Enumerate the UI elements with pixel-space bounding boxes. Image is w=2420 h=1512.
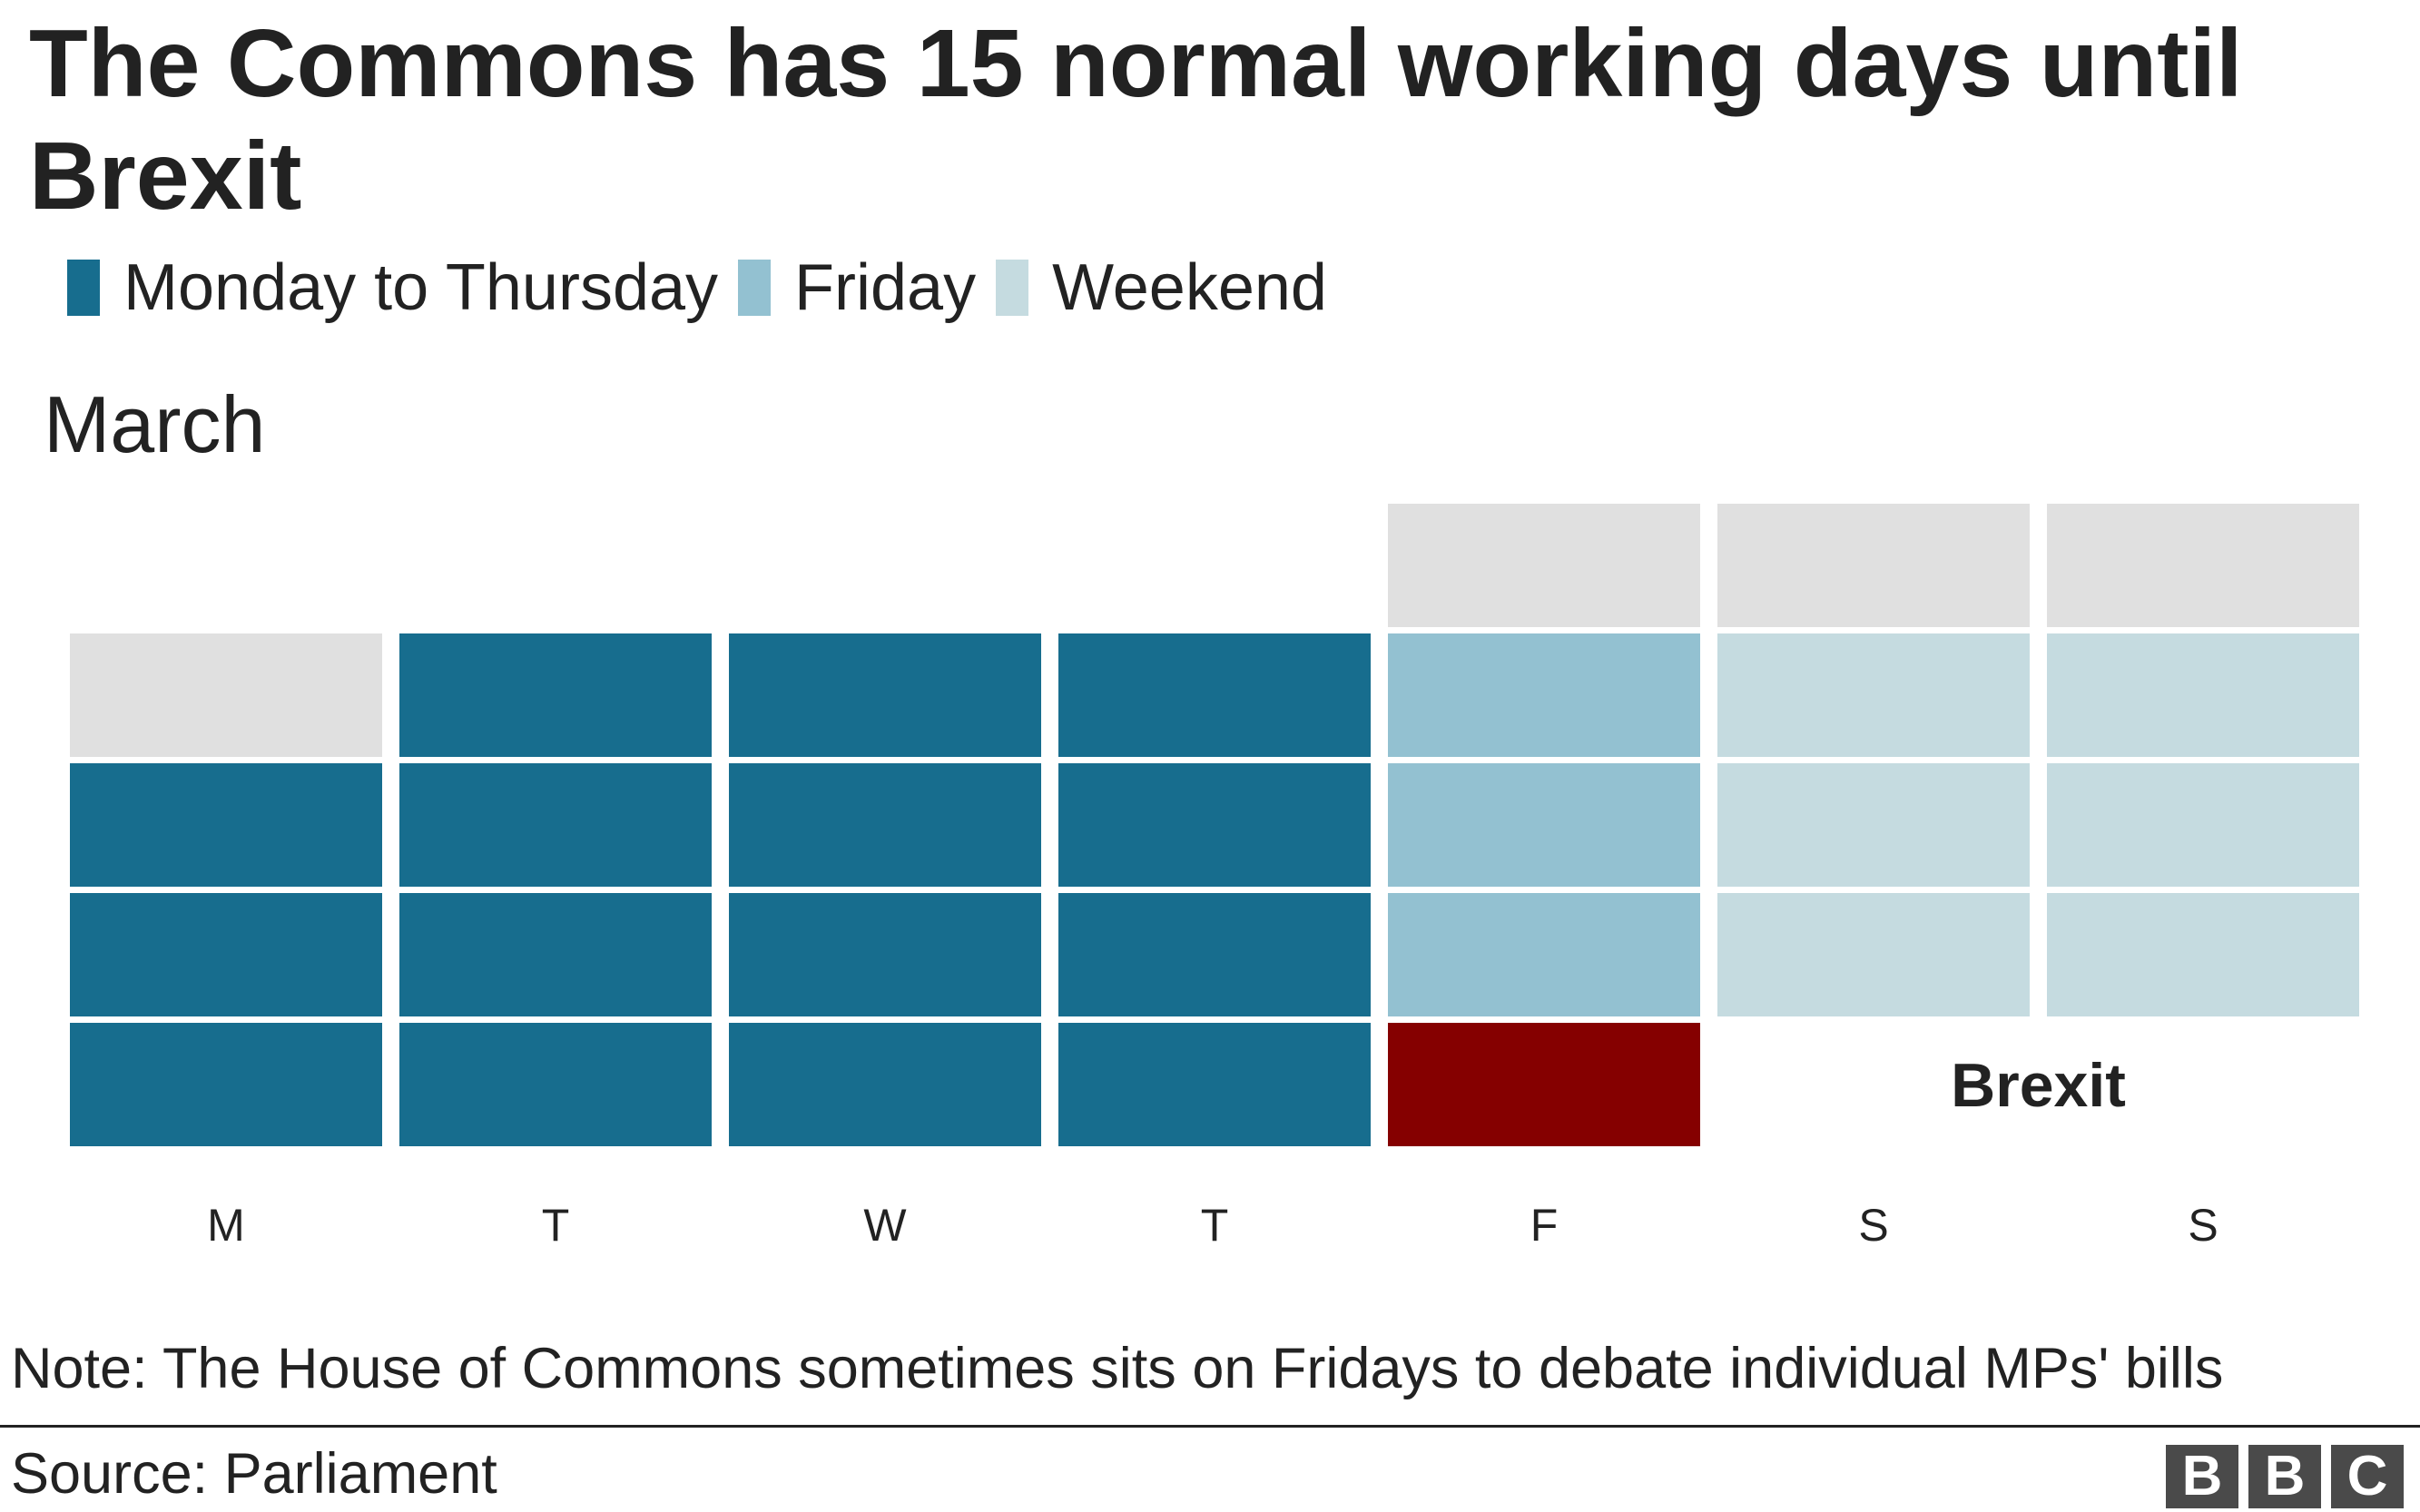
legend-label-mon-thu: Monday to Thursday [123,251,719,324]
bbc-logo-letter-c: C [2331,1445,2404,1508]
month-label: March [44,379,266,469]
calendar-cell-mon_thu [399,633,712,757]
calendar-cell-mon_thu [729,633,1041,757]
calendar-cell-mon_thu [70,893,382,1016]
bbc-logo: B B C [2156,1445,2404,1508]
calendar-cell-past [2047,504,2359,627]
bbc-logo-letter-b1: B [2166,1445,2238,1508]
calendar-cell-mon_thu [1058,1023,1371,1146]
calendar-chart: Brexit M T W T F S S [70,504,2359,1251]
legend-swatch-weekend [996,260,1029,316]
footer-divider [0,1425,2420,1428]
calendar-cell-mon_thu [729,893,1041,1016]
weekday-label: M [207,1200,245,1251]
source: Source: Parliament [11,1442,497,1506]
legend: Monday to Thursday Friday Weekend [67,247,1347,329]
calendar-cell-weekend [2047,633,2359,757]
calendar-cell-mon_thu [729,763,1041,887]
calendar-cell-weekend [1717,633,2030,757]
weekday-label: F [1530,1200,1559,1251]
weekday-label: T [542,1200,570,1251]
legend-swatch-mon-thu [67,260,100,316]
legend-item-mon-thu: Monday to Thursday [67,247,718,329]
calendar-cell-mon_thu [399,763,712,887]
calendar-cell-mon_thu [70,763,382,887]
calendar-cell-past [1717,504,2030,627]
calendar-cell-mon_thu [70,1023,382,1146]
bbc-logo-letter-b2: B [2248,1445,2321,1508]
calendar-cell-weekend [2047,893,2359,1016]
weekday-label: T [1201,1200,1229,1251]
calendar-cell-friday [1388,633,1700,757]
calendar-cell-weekend [1717,893,2030,1016]
legend-swatch-friday [738,260,772,316]
calendar-cell-past [1388,504,1700,627]
weekday-label: S [2188,1200,2218,1251]
calendar-cell-past [70,633,382,757]
brexit-annotation: Brexit [1951,1051,2126,1120]
calendar-cell-weekend [1717,763,2030,887]
legend-label-friday: Friday [794,251,977,324]
chart-title: The Commons has 15 normal working days u… [29,10,2243,230]
calendar-cell-friday [1388,763,1700,887]
calendar-cell-weekend [2047,763,2359,887]
calendar-cell-mon_thu [399,1023,712,1146]
legend-item-friday: Friday [738,247,976,329]
note: Note: The House of Commons sometimes sit… [11,1337,2224,1400]
calendar-cell-mon_thu [1058,893,1371,1016]
legend-label-weekend: Weekend [1052,251,1327,324]
calendar-cell-mon_thu [1058,633,1371,757]
calendar-cell-brexit [1388,1023,1700,1146]
calendar-cell-mon_thu [729,1023,1041,1146]
weekday-label: S [1858,1200,1888,1251]
legend-item-weekend: Weekend [996,247,1327,329]
calendar-cell-mon_thu [1058,763,1371,887]
calendar-cell-mon_thu [399,893,712,1016]
weekday-label: W [863,1200,907,1251]
calendar-cell-friday [1388,893,1700,1016]
